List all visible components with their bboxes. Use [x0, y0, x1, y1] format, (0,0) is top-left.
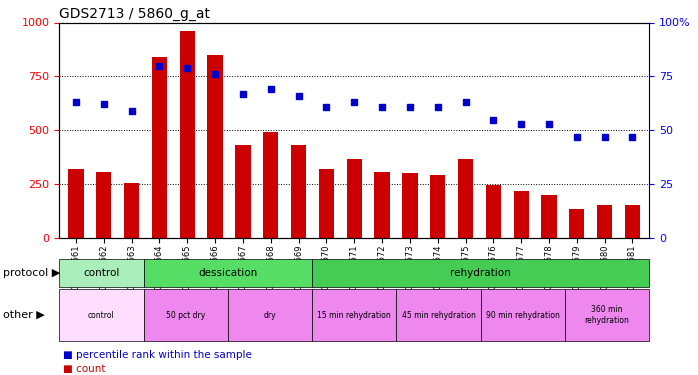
Bar: [144, 259, 312, 287]
Bar: [228, 289, 312, 341]
Text: 360 min
rehydration: 360 min rehydration: [584, 305, 630, 325]
Bar: [312, 259, 649, 287]
Bar: [481, 289, 565, 341]
Text: 45 min rehydration: 45 min rehydration: [401, 310, 475, 320]
Text: other ▶: other ▶: [3, 310, 45, 320]
Bar: [59, 259, 144, 287]
Text: 15 min rehydration: 15 min rehydration: [318, 310, 391, 320]
Bar: [152, 57, 167, 238]
Bar: [312, 289, 396, 341]
Bar: [207, 55, 223, 238]
Bar: [597, 205, 612, 238]
Bar: [96, 172, 112, 238]
Text: rehydration: rehydration: [450, 268, 511, 278]
Bar: [514, 190, 529, 238]
Text: GDS2713 / 5860_g_at: GDS2713 / 5860_g_at: [59, 8, 210, 21]
Bar: [396, 289, 481, 341]
Text: ■ percentile rank within the sample: ■ percentile rank within the sample: [63, 350, 252, 360]
Bar: [569, 209, 584, 238]
Bar: [59, 289, 144, 341]
Bar: [347, 159, 362, 238]
Bar: [402, 173, 417, 238]
Bar: [144, 289, 228, 341]
Bar: [625, 205, 640, 238]
Bar: [374, 172, 389, 238]
Text: 90 min rehydration: 90 min rehydration: [486, 310, 560, 320]
Bar: [486, 184, 501, 238]
Bar: [179, 31, 195, 238]
Text: protocol ▶: protocol ▶: [3, 268, 61, 278]
Text: 50 pct dry: 50 pct dry: [166, 310, 205, 320]
Bar: [430, 174, 445, 238]
Bar: [235, 146, 251, 238]
Text: control: control: [88, 310, 115, 320]
Bar: [458, 159, 473, 238]
Bar: [565, 289, 649, 341]
Text: dry: dry: [264, 310, 276, 320]
Bar: [263, 132, 279, 238]
Bar: [319, 169, 334, 238]
Bar: [542, 195, 556, 238]
Bar: [68, 169, 84, 238]
Text: dessication: dessication: [198, 268, 258, 278]
Bar: [291, 146, 306, 238]
Bar: [124, 183, 140, 238]
Text: control: control: [83, 268, 119, 278]
Text: ■ count: ■ count: [63, 364, 105, 374]
